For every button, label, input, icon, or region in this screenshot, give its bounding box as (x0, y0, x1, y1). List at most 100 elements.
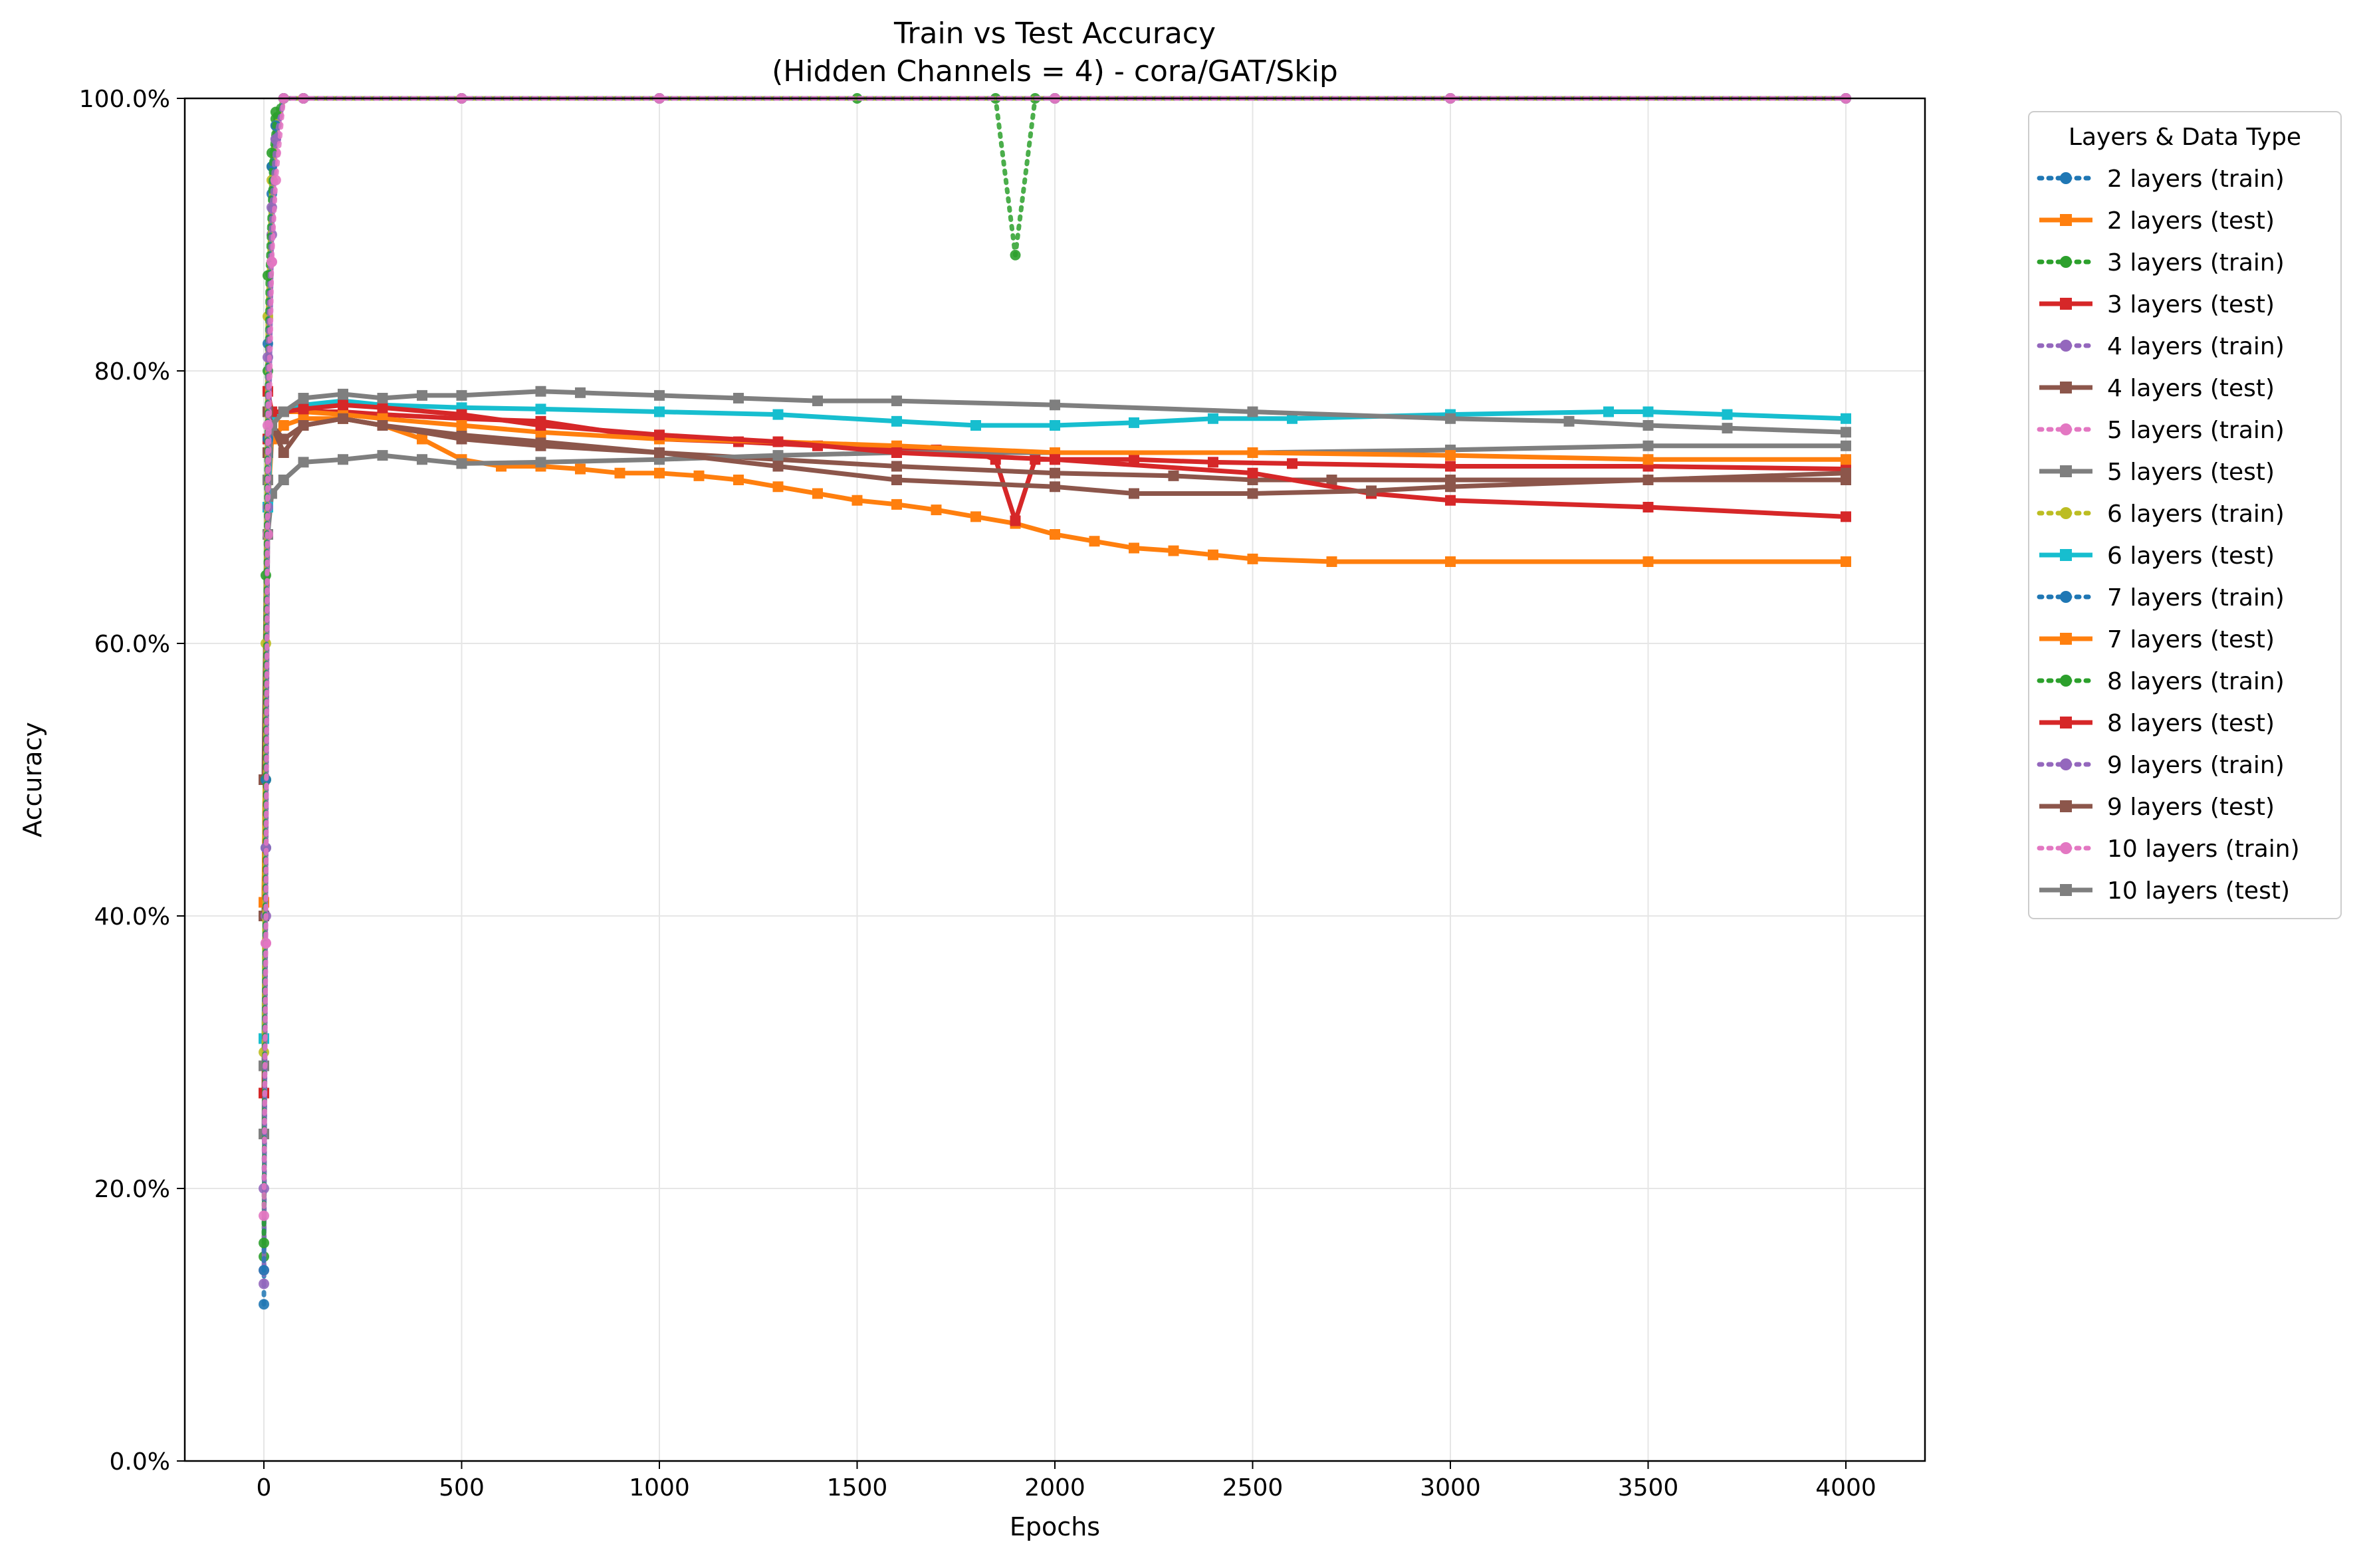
data-point (733, 475, 744, 485)
y-tick-label: 0.0% (110, 1448, 170, 1476)
data-point (1445, 481, 1456, 493)
data-point (1129, 488, 1139, 499)
data-point (654, 406, 665, 417)
data-point (1129, 417, 1139, 428)
data-point (1326, 475, 1337, 485)
data-point (772, 461, 784, 472)
data-point (278, 447, 289, 458)
legend-label: 2 layers (test) (2107, 207, 2275, 235)
data-point (298, 403, 309, 415)
data-point (891, 461, 902, 472)
data-point (338, 399, 348, 411)
legend-label: 5 layers (train) (2107, 417, 2285, 444)
data-point (575, 387, 586, 398)
data-point (1445, 495, 1456, 506)
data-point (456, 390, 467, 401)
data-point (259, 1278, 269, 1289)
legend-item: 8 layers (train) (2037, 668, 2285, 695)
x-tick-label: 2500 (1222, 1474, 1284, 1502)
data-point (970, 511, 981, 522)
data-point (535, 420, 546, 431)
data-point (812, 488, 823, 499)
data-point (772, 436, 784, 447)
data-point (260, 938, 271, 949)
data-point (614, 467, 625, 479)
legend-item: 2 layers (train) (2037, 166, 2285, 193)
x-tick-label: 500 (439, 1474, 485, 1502)
data-point (1642, 454, 1654, 465)
data-point (1208, 457, 1218, 468)
data-point (772, 481, 784, 493)
legend-swatch-marker (2060, 507, 2072, 519)
data-point (1841, 454, 1851, 465)
legend-label: 8 layers (test) (2107, 710, 2275, 737)
series-line (261, 389, 1847, 1066)
data-point (1722, 423, 1733, 434)
legend-label: 9 layers (test) (2107, 794, 2275, 821)
x-tick-label: 1500 (827, 1474, 888, 1502)
legend-label: 4 layers (train) (2107, 333, 2285, 360)
data-point (1050, 529, 1060, 540)
data-point (1642, 475, 1654, 485)
legend-label: 8 layers (train) (2107, 668, 2285, 695)
data-point (278, 406, 289, 417)
legend-item: 7 layers (test) (2039, 626, 2275, 653)
data-point (1326, 556, 1337, 567)
data-point (1445, 413, 1456, 424)
data-point (417, 390, 427, 401)
legend-label: 3 layers (test) (2107, 291, 2275, 318)
x-tick-label: 3500 (1618, 1474, 1679, 1502)
legend-swatch-marker (2060, 256, 2072, 268)
data-point (1841, 511, 1851, 522)
legend-item: 9 layers (train) (2037, 752, 2285, 779)
data-point (417, 433, 427, 445)
data-point (1247, 406, 1258, 417)
y-tick-label: 80.0% (94, 358, 170, 386)
legend-swatch-marker (2060, 591, 2072, 603)
data-point (1841, 427, 1851, 438)
data-point (891, 499, 902, 510)
data-point (654, 390, 665, 401)
legend-label: 6 layers (test) (2107, 542, 2275, 570)
x-axis-title: Epochs (1010, 1512, 1100, 1541)
data-point (772, 409, 784, 420)
data-point (1168, 470, 1179, 481)
data-point (270, 175, 281, 185)
data-point (1129, 454, 1139, 465)
legend-label: 6 layers (train) (2107, 501, 2285, 528)
data-point (270, 106, 281, 118)
legend: Layers & Data Type 2 layers (train) 2 lay… (2028, 111, 2342, 919)
data-point (262, 420, 273, 431)
data-point (1603, 406, 1614, 417)
data-point (377, 393, 388, 403)
x-tick-label: 3000 (1420, 1474, 1481, 1502)
data-point (1089, 536, 1100, 547)
legend-label: 4 layers (test) (2107, 375, 2275, 402)
data-point (733, 393, 744, 403)
data-point (1366, 485, 1377, 497)
legend-item: 5 layers (test) (2039, 459, 2275, 486)
legend-label: 2 layers (train) (2107, 166, 2285, 193)
data-point (654, 467, 665, 479)
y-axis-title: Accuracy (18, 722, 47, 838)
data-point (693, 470, 705, 481)
x-tick-label: 0 (257, 1474, 272, 1502)
legend-swatch-marker (2060, 340, 2072, 352)
grid (185, 98, 1925, 1462)
legend-swatch-marker (2060, 298, 2072, 310)
data-point (266, 257, 277, 267)
legend-item: 5 layers (train) (2037, 417, 2285, 444)
data-point (1010, 515, 1021, 526)
data-point (278, 475, 289, 485)
data-point (298, 420, 309, 431)
legend-item: 10 layers (train) (2037, 836, 2300, 863)
data-point (1050, 467, 1060, 479)
data-point (1050, 420, 1060, 431)
data-point (1050, 481, 1060, 493)
legend-swatch-marker (2060, 423, 2072, 435)
y-tick-label: 40.0% (94, 903, 170, 931)
data-point (891, 447, 902, 458)
data-point (1722, 409, 1733, 420)
data-point (1129, 542, 1139, 554)
data-point (535, 386, 546, 397)
